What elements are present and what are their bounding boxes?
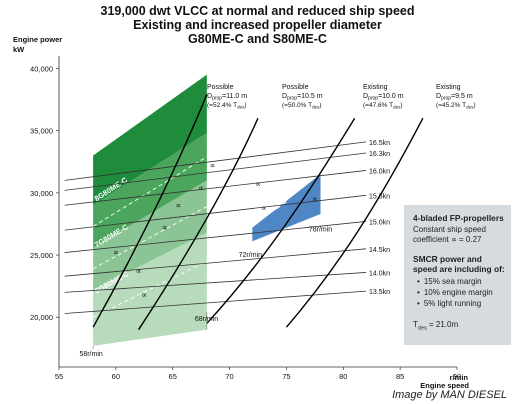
propeller-curve-0 xyxy=(92,94,208,328)
info-bullet-light-running: 5% light running xyxy=(417,299,481,309)
y-tick-label-20000: 20,000 xyxy=(30,313,53,322)
propeller-curve-1 xyxy=(138,117,259,331)
layout-divider-0 xyxy=(92,156,208,227)
y-axis-unit: kW xyxy=(13,45,25,54)
x-axis-unit: r/min xyxy=(450,373,469,382)
layout-divider-2 xyxy=(92,260,208,318)
x-tick-label-80: 80 xyxy=(339,372,347,381)
alpha-marker-6: ∝ xyxy=(141,290,147,299)
layout-area-7g80me-c xyxy=(93,180,207,290)
title-line-1: 319,000 dwt VLCC at normal and reduced s… xyxy=(100,4,415,18)
propeller-label-diameter-1: Dprop=10.5 m xyxy=(282,93,323,102)
layout-area-7s80me-c xyxy=(252,174,321,242)
propeller-label-type-3: Existing xyxy=(436,84,461,91)
x-axis-title: Engine speed xyxy=(420,381,469,390)
x-tick-label-65: 65 xyxy=(169,372,177,381)
y-tick-label-30000: 30,000 xyxy=(30,189,53,198)
speed-label-14-0kn: 14.0kn xyxy=(369,270,390,277)
info-heading-smcr-2: speed are including of: xyxy=(413,264,505,274)
speed-label-16-5kn: 16.5kn xyxy=(369,140,390,147)
speed-line-16-3kn xyxy=(64,152,367,191)
alpha-marker-9: ∝ xyxy=(312,195,318,204)
alpha-marker-0: ∝ xyxy=(210,161,216,170)
alpha-marker-3: ∝ xyxy=(162,223,168,232)
y-axis-title: Engine power xyxy=(13,35,62,44)
propeller-label-diameter-2: Dprop=10.0 m xyxy=(363,93,404,102)
info-heading-propellers: 4-bladed FP-propellers xyxy=(413,213,504,223)
info-bullet-engine-margin: 10% engine margin xyxy=(417,288,493,298)
x-tick-label-55: 55 xyxy=(55,372,63,381)
propeller-info-box: 4-bladed FP-propellers Constant ship spe… xyxy=(404,205,511,345)
info-speed-coefficient-line2: coefficient ∝ = 0.27 xyxy=(413,235,482,244)
speed-annotation-78r-min: 78r/min xyxy=(309,226,332,233)
alpha-marker-8: ∝ xyxy=(261,203,267,212)
propeller-label-ratio-3: (=45.2% Tdes) xyxy=(436,102,476,110)
speed-label-16-3kn: 16.3kn xyxy=(369,151,390,158)
info-heading-smcr-1: SMCR power and xyxy=(413,254,482,264)
speed-label-16-0kn: 16.0kn xyxy=(369,168,390,175)
speed-line-16-5kn xyxy=(64,141,367,181)
propeller-label-type-2: Existing xyxy=(363,84,388,91)
x-tick-label-85: 85 xyxy=(396,372,404,381)
speed-label-14-5kn: 14.5kn xyxy=(369,247,390,254)
title-line-3: G80ME-C and S80ME-C xyxy=(188,32,327,46)
x-tick-label-70: 70 xyxy=(225,372,233,381)
speed-label-15-0kn: 15.0kn xyxy=(369,219,390,226)
chart-title: 319,000 dwt VLCC at normal and reduced s… xyxy=(0,4,515,46)
y-tick-label-40000: 40,000 xyxy=(30,64,53,73)
info-tdes-symbol: T xyxy=(413,320,418,329)
speed-annotation-58r-min: 58r/min xyxy=(79,351,102,358)
propeller-label-ratio-1: (=50.0% Tdes) xyxy=(282,102,322,110)
propeller-label-ratio-2: (=47.6% Tdes) xyxy=(363,102,403,110)
info-tdes-sub: des xyxy=(417,325,427,332)
alpha-marker-4: ∝ xyxy=(113,248,119,257)
layout-divider-1 xyxy=(92,206,208,270)
layout-area-9g80me-c xyxy=(93,74,207,206)
speed-annotation-72r-min: 72r/min xyxy=(239,252,262,259)
speed-line-13-5kn xyxy=(64,290,367,314)
alpha-marker-1: ∝ xyxy=(198,183,204,192)
propeller-curve-2 xyxy=(206,117,356,324)
propeller-label-type-1: Possible xyxy=(282,84,309,91)
image-credit: Image by MAN DIESEL xyxy=(392,389,507,401)
speed-label-13-5kn: 13.5kn xyxy=(369,289,390,296)
propeller-label-type-0: Possible xyxy=(207,84,234,91)
speed-line-15-0kn xyxy=(64,221,367,253)
propeller-label-ratio-0: (=52.4% Tdes) xyxy=(207,102,247,110)
info-speed-coefficient-line1: Constant ship speed xyxy=(413,225,486,234)
speed-line-15-5kn xyxy=(64,194,367,231)
x-tick-label-75: 75 xyxy=(282,372,290,381)
speed-line-14-5kn xyxy=(64,248,367,277)
alpha-marker-7: ∝ xyxy=(255,180,261,189)
x-tick-label-90: 90 xyxy=(453,372,461,381)
propeller-label-diameter-3: Dprop=9.5 m xyxy=(436,93,473,102)
propeller-label-diameter-0: Dprop=11.0 m xyxy=(207,93,247,102)
info-design-draught: Tdes = 21.0m xyxy=(413,320,458,334)
alpha-marker-2: ∝ xyxy=(176,201,182,210)
info-bullet-sea-margin: 15% sea margin xyxy=(417,277,482,287)
y-tick-label-25000: 25,000 xyxy=(30,251,53,260)
alpha-marker-5: ∝ xyxy=(136,267,142,276)
info-tdes-value: = 21.0m xyxy=(426,320,459,329)
speed-line-14-0kn xyxy=(64,272,367,293)
speed-line-16-0kn xyxy=(64,170,367,206)
x-tick-label-60: 60 xyxy=(112,372,120,381)
propeller-curve-3 xyxy=(285,117,424,328)
y-tick-label-35000: 35,000 xyxy=(30,127,53,136)
title-line-2: Existing and increased propeller diamete… xyxy=(133,18,382,32)
